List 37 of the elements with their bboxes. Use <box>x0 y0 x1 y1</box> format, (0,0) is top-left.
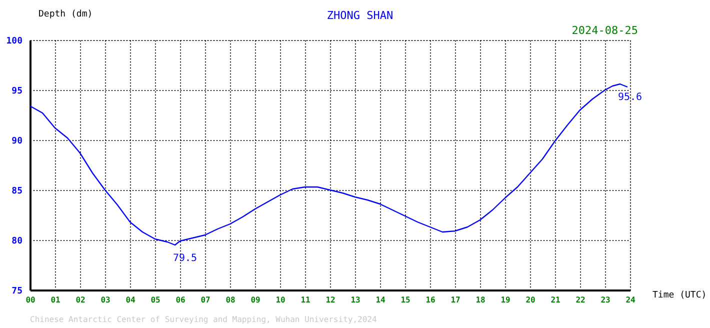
x-tick-label: 18 <box>476 296 486 304</box>
x-tick-label: 09 <box>250 296 260 304</box>
x-tick-label: 21 <box>550 296 560 304</box>
y-tick-label: 75 <box>12 286 22 296</box>
x-tick-label: 04 <box>126 296 136 304</box>
x-tick-label: 11 <box>300 296 310 304</box>
annotation: 95.6 <box>618 92 642 103</box>
x-tick-label: 22 <box>576 296 586 304</box>
y-tick-label: 100 <box>6 36 22 46</box>
x-tick-label: 07 <box>200 296 210 304</box>
annotation: 79.5 <box>172 253 198 264</box>
x-tick-label: 03 <box>100 296 110 304</box>
x-tick-label: 16 <box>426 296 436 304</box>
x-tick-label: 19 <box>500 296 510 304</box>
x-tick-label: 20 <box>526 296 536 304</box>
x-tick-label: 00 <box>26 296 36 304</box>
x-tick-label: 14 <box>376 296 386 304</box>
x-tick-label: 23 <box>600 296 610 304</box>
text: 2024-08-25 <box>572 24 638 37</box>
y-tick-label: 80 <box>12 236 22 246</box>
x-tick-label: 17 <box>450 296 460 304</box>
x-tick-label: 24 <box>626 296 636 304</box>
x-axis-title: Time (UTC) <box>652 290 707 300</box>
x-tick-label: 02 <box>76 296 86 304</box>
x-tick-label: 01 <box>50 296 60 304</box>
y-tick-label: 85 <box>12 186 22 196</box>
x-tick-label: 12 <box>326 296 336 304</box>
x-tick-label: 10 <box>276 296 286 304</box>
x-tick-label: 08 <box>226 296 236 304</box>
x-tick-label: 06 <box>176 296 186 304</box>
y-tick-label: 95 <box>12 86 22 96</box>
x-tick-label: 13 <box>350 296 360 304</box>
x-tick-label: 05 <box>150 296 160 304</box>
y-tick-label: 90 <box>12 136 22 146</box>
chart-title: ZHONG SHAN <box>326 9 394 22</box>
y-axis-title: Depth (dm) <box>38 10 93 20</box>
x-tick-label: 15 <box>400 296 410 304</box>
